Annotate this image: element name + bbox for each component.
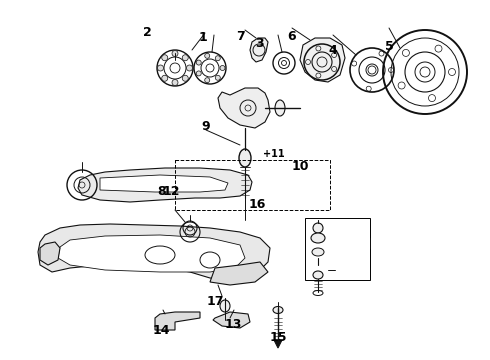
Polygon shape xyxy=(274,340,282,348)
Circle shape xyxy=(182,75,188,81)
Ellipse shape xyxy=(275,100,285,116)
Polygon shape xyxy=(250,38,268,62)
Text: 4: 4 xyxy=(329,44,338,57)
Ellipse shape xyxy=(239,149,251,167)
Circle shape xyxy=(172,80,178,85)
Text: 10: 10 xyxy=(291,160,309,173)
Circle shape xyxy=(187,65,193,71)
Circle shape xyxy=(313,223,323,233)
Ellipse shape xyxy=(312,248,324,256)
Bar xyxy=(305,218,370,280)
Text: 6: 6 xyxy=(287,30,296,42)
Text: 13: 13 xyxy=(224,318,242,330)
Text: 15: 15 xyxy=(270,331,287,344)
Polygon shape xyxy=(218,88,270,128)
Text: 5: 5 xyxy=(385,40,394,53)
Circle shape xyxy=(215,56,221,61)
Ellipse shape xyxy=(313,271,323,279)
Text: 2: 2 xyxy=(143,26,151,39)
Text: 16: 16 xyxy=(248,198,266,211)
Circle shape xyxy=(196,71,201,76)
Circle shape xyxy=(162,75,168,81)
Text: 1: 1 xyxy=(199,31,208,44)
Circle shape xyxy=(220,66,225,71)
Circle shape xyxy=(172,50,178,57)
Text: 3: 3 xyxy=(255,37,264,50)
Circle shape xyxy=(205,53,210,58)
Text: 9: 9 xyxy=(201,120,210,133)
Text: 12: 12 xyxy=(163,185,180,198)
Circle shape xyxy=(196,60,201,65)
Ellipse shape xyxy=(311,233,325,243)
Ellipse shape xyxy=(220,300,230,312)
Bar xyxy=(175,160,330,210)
Polygon shape xyxy=(38,224,270,280)
Polygon shape xyxy=(210,262,268,285)
Polygon shape xyxy=(155,312,200,330)
Circle shape xyxy=(205,78,210,83)
Text: 8: 8 xyxy=(157,185,166,198)
Polygon shape xyxy=(300,38,345,82)
Ellipse shape xyxy=(273,306,283,314)
Polygon shape xyxy=(213,312,250,328)
Text: +11: +11 xyxy=(263,149,284,159)
Text: 17: 17 xyxy=(207,295,224,308)
Circle shape xyxy=(162,55,168,61)
Circle shape xyxy=(182,55,188,61)
Text: 14: 14 xyxy=(153,324,171,337)
Polygon shape xyxy=(100,175,228,192)
Circle shape xyxy=(157,65,164,71)
Circle shape xyxy=(215,75,221,80)
Polygon shape xyxy=(78,168,252,202)
Text: 7: 7 xyxy=(236,30,245,42)
Polygon shape xyxy=(40,242,60,265)
Polygon shape xyxy=(58,235,245,272)
